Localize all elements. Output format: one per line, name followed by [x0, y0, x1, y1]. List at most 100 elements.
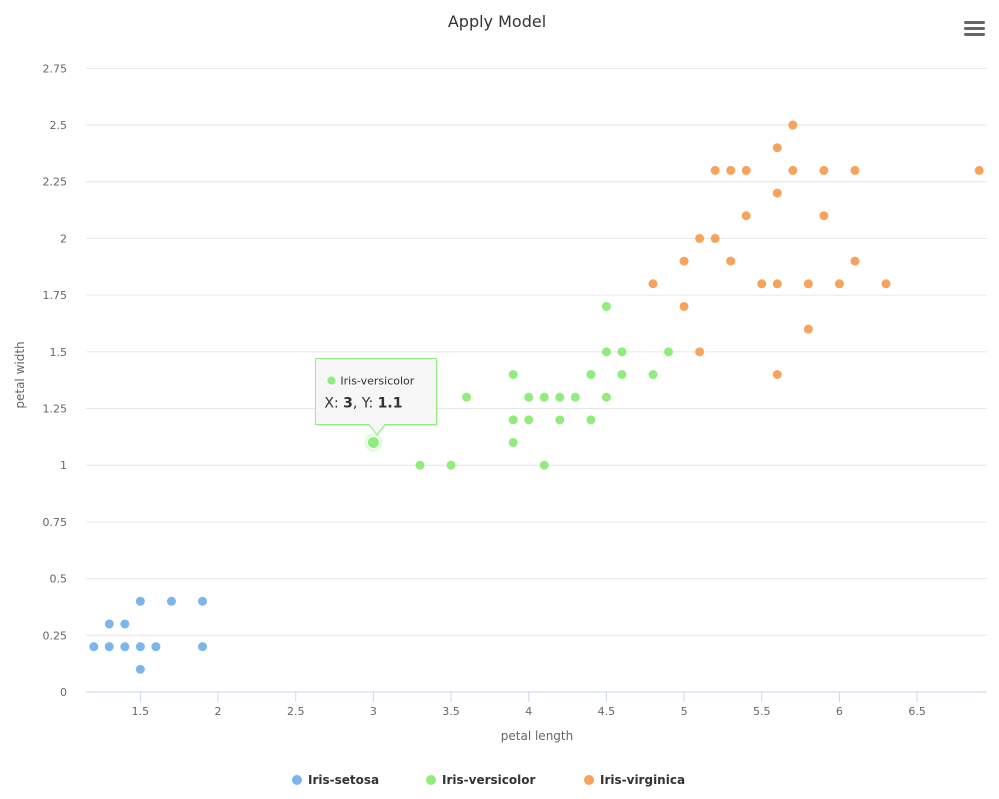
data-point[interactable]	[446, 460, 456, 470]
data-point[interactable]	[198, 596, 208, 606]
data-point[interactable]	[89, 642, 99, 652]
data-point[interactable]	[462, 392, 472, 402]
x-tick-label: 4.5	[598, 705, 616, 718]
tooltip: Iris-versicolor X: 3, Y: 1.1	[314, 358, 439, 452]
data-point[interactable]	[586, 370, 596, 379]
data-point[interactable]	[803, 324, 813, 334]
tooltip-series-marker	[327, 376, 336, 385]
data-point[interactable]	[726, 165, 736, 175]
data-point[interactable]	[881, 279, 891, 289]
tooltip-y-value: 1.1	[378, 396, 403, 412]
y-tick-label: 1.5	[50, 346, 68, 359]
legend-item-iris-setosa[interactable]: Iris-setosa	[292, 773, 379, 787]
data-point[interactable]	[601, 392, 611, 402]
series-iris-setosa	[89, 596, 208, 674]
data-point[interactable]	[648, 370, 658, 379]
data-point[interactable]	[104, 619, 114, 629]
legend-label: Iris-virginica	[600, 773, 685, 787]
y-tick-label: 0	[60, 686, 67, 699]
data-point[interactable]	[772, 188, 782, 198]
data-point[interactable]	[524, 392, 534, 402]
legend-item-iris-virginica[interactable]: Iris-virginica	[584, 773, 685, 787]
data-point[interactable]	[772, 279, 782, 289]
data-points	[89, 120, 984, 674]
data-point[interactable]	[166, 596, 176, 606]
y-tick-label: 0.75	[43, 516, 68, 529]
x-axis-ticks: 1.5 2 2.5 3 3.5 4 4.5 5 5.5 6 6.5	[132, 692, 926, 718]
y-tick-label: 0.25	[43, 629, 68, 642]
legend-marker	[584, 775, 594, 785]
x-tick-label: 1.5	[132, 705, 150, 718]
data-point[interactable]	[555, 392, 565, 402]
data-point[interactable]	[834, 279, 844, 289]
x-tick-label: 5.5	[753, 705, 771, 718]
data-point[interactable]	[788, 120, 798, 130]
data-point[interactable]	[664, 347, 674, 357]
series-iris-virginica	[648, 120, 984, 379]
data-point[interactable]	[415, 460, 425, 470]
data-point[interactable]	[726, 256, 736, 266]
data-point[interactable]	[617, 370, 627, 379]
data-point[interactable]	[803, 279, 813, 289]
data-point[interactable]	[695, 233, 705, 243]
data-point[interactable]	[679, 256, 689, 266]
data-point[interactable]	[850, 256, 860, 266]
data-point[interactable]	[539, 460, 549, 470]
legend-label: Iris-setosa	[308, 773, 379, 787]
data-point[interactable]	[151, 642, 161, 652]
data-point[interactable]	[524, 415, 534, 425]
data-point[interactable]	[135, 596, 145, 606]
data-point[interactable]	[104, 642, 114, 652]
data-point[interactable]	[539, 392, 549, 402]
y-tick-label: 2	[60, 232, 67, 245]
data-point[interactable]	[710, 233, 720, 243]
data-point[interactable]	[601, 347, 611, 357]
data-point[interactable]	[555, 415, 565, 425]
legend-marker	[292, 775, 302, 785]
chart-menu-button[interactable]	[960, 16, 988, 40]
data-point[interactable]	[508, 438, 518, 448]
y-axis-ticks: 0 0.25 0.5 0.75 1 1.25 1.5 1.75 2 2.25 2.5 2.75	[43, 62, 68, 699]
data-point[interactable]	[974, 165, 984, 175]
data-point[interactable]	[508, 370, 518, 379]
data-point[interactable]	[819, 165, 829, 175]
y-tick-label: 2.75	[43, 62, 68, 75]
data-point[interactable]	[741, 211, 751, 221]
data-point[interactable]	[508, 415, 518, 425]
grid-lines	[86, 67, 987, 636]
data-point[interactable]	[850, 165, 860, 175]
data-point[interactable]	[601, 301, 611, 311]
data-point[interactable]	[819, 211, 829, 221]
data-point[interactable]	[741, 165, 751, 175]
data-point[interactable]	[586, 415, 596, 425]
y-axis-title: petal width	[13, 341, 27, 408]
y-tick-label: 1.75	[43, 289, 68, 302]
x-tick-label: 6.5	[908, 705, 926, 718]
legend: Iris-setosa Iris-versicolor Iris-virginica	[292, 773, 685, 787]
x-tick-label: 4	[525, 705, 532, 718]
data-point[interactable]	[198, 642, 208, 652]
data-point[interactable]	[772, 143, 782, 153]
data-point[interactable]	[648, 279, 658, 289]
data-point[interactable]	[135, 642, 145, 652]
x-tick-label: 6	[836, 705, 843, 718]
data-point[interactable]	[757, 279, 767, 289]
hovered-data-point[interactable]	[366, 436, 380, 450]
data-point[interactable]	[679, 301, 689, 311]
data-point[interactable]	[617, 347, 627, 357]
chart-title: Apply Model	[448, 12, 546, 31]
data-point[interactable]	[710, 165, 720, 175]
data-point[interactable]	[788, 165, 798, 175]
x-tick-label: 3	[370, 705, 377, 718]
y-tick-label: 2.5	[50, 119, 68, 132]
data-point[interactable]	[120, 642, 130, 652]
data-point[interactable]	[772, 370, 782, 379]
x-tick-label: 3.5	[442, 705, 460, 718]
data-point[interactable]	[135, 664, 145, 674]
data-point[interactable]	[695, 347, 705, 357]
data-point[interactable]	[120, 619, 130, 629]
y-tick-label: 1	[60, 459, 67, 472]
data-point[interactable]	[570, 392, 580, 402]
legend-item-iris-versicolor[interactable]: Iris-versicolor	[426, 773, 535, 787]
